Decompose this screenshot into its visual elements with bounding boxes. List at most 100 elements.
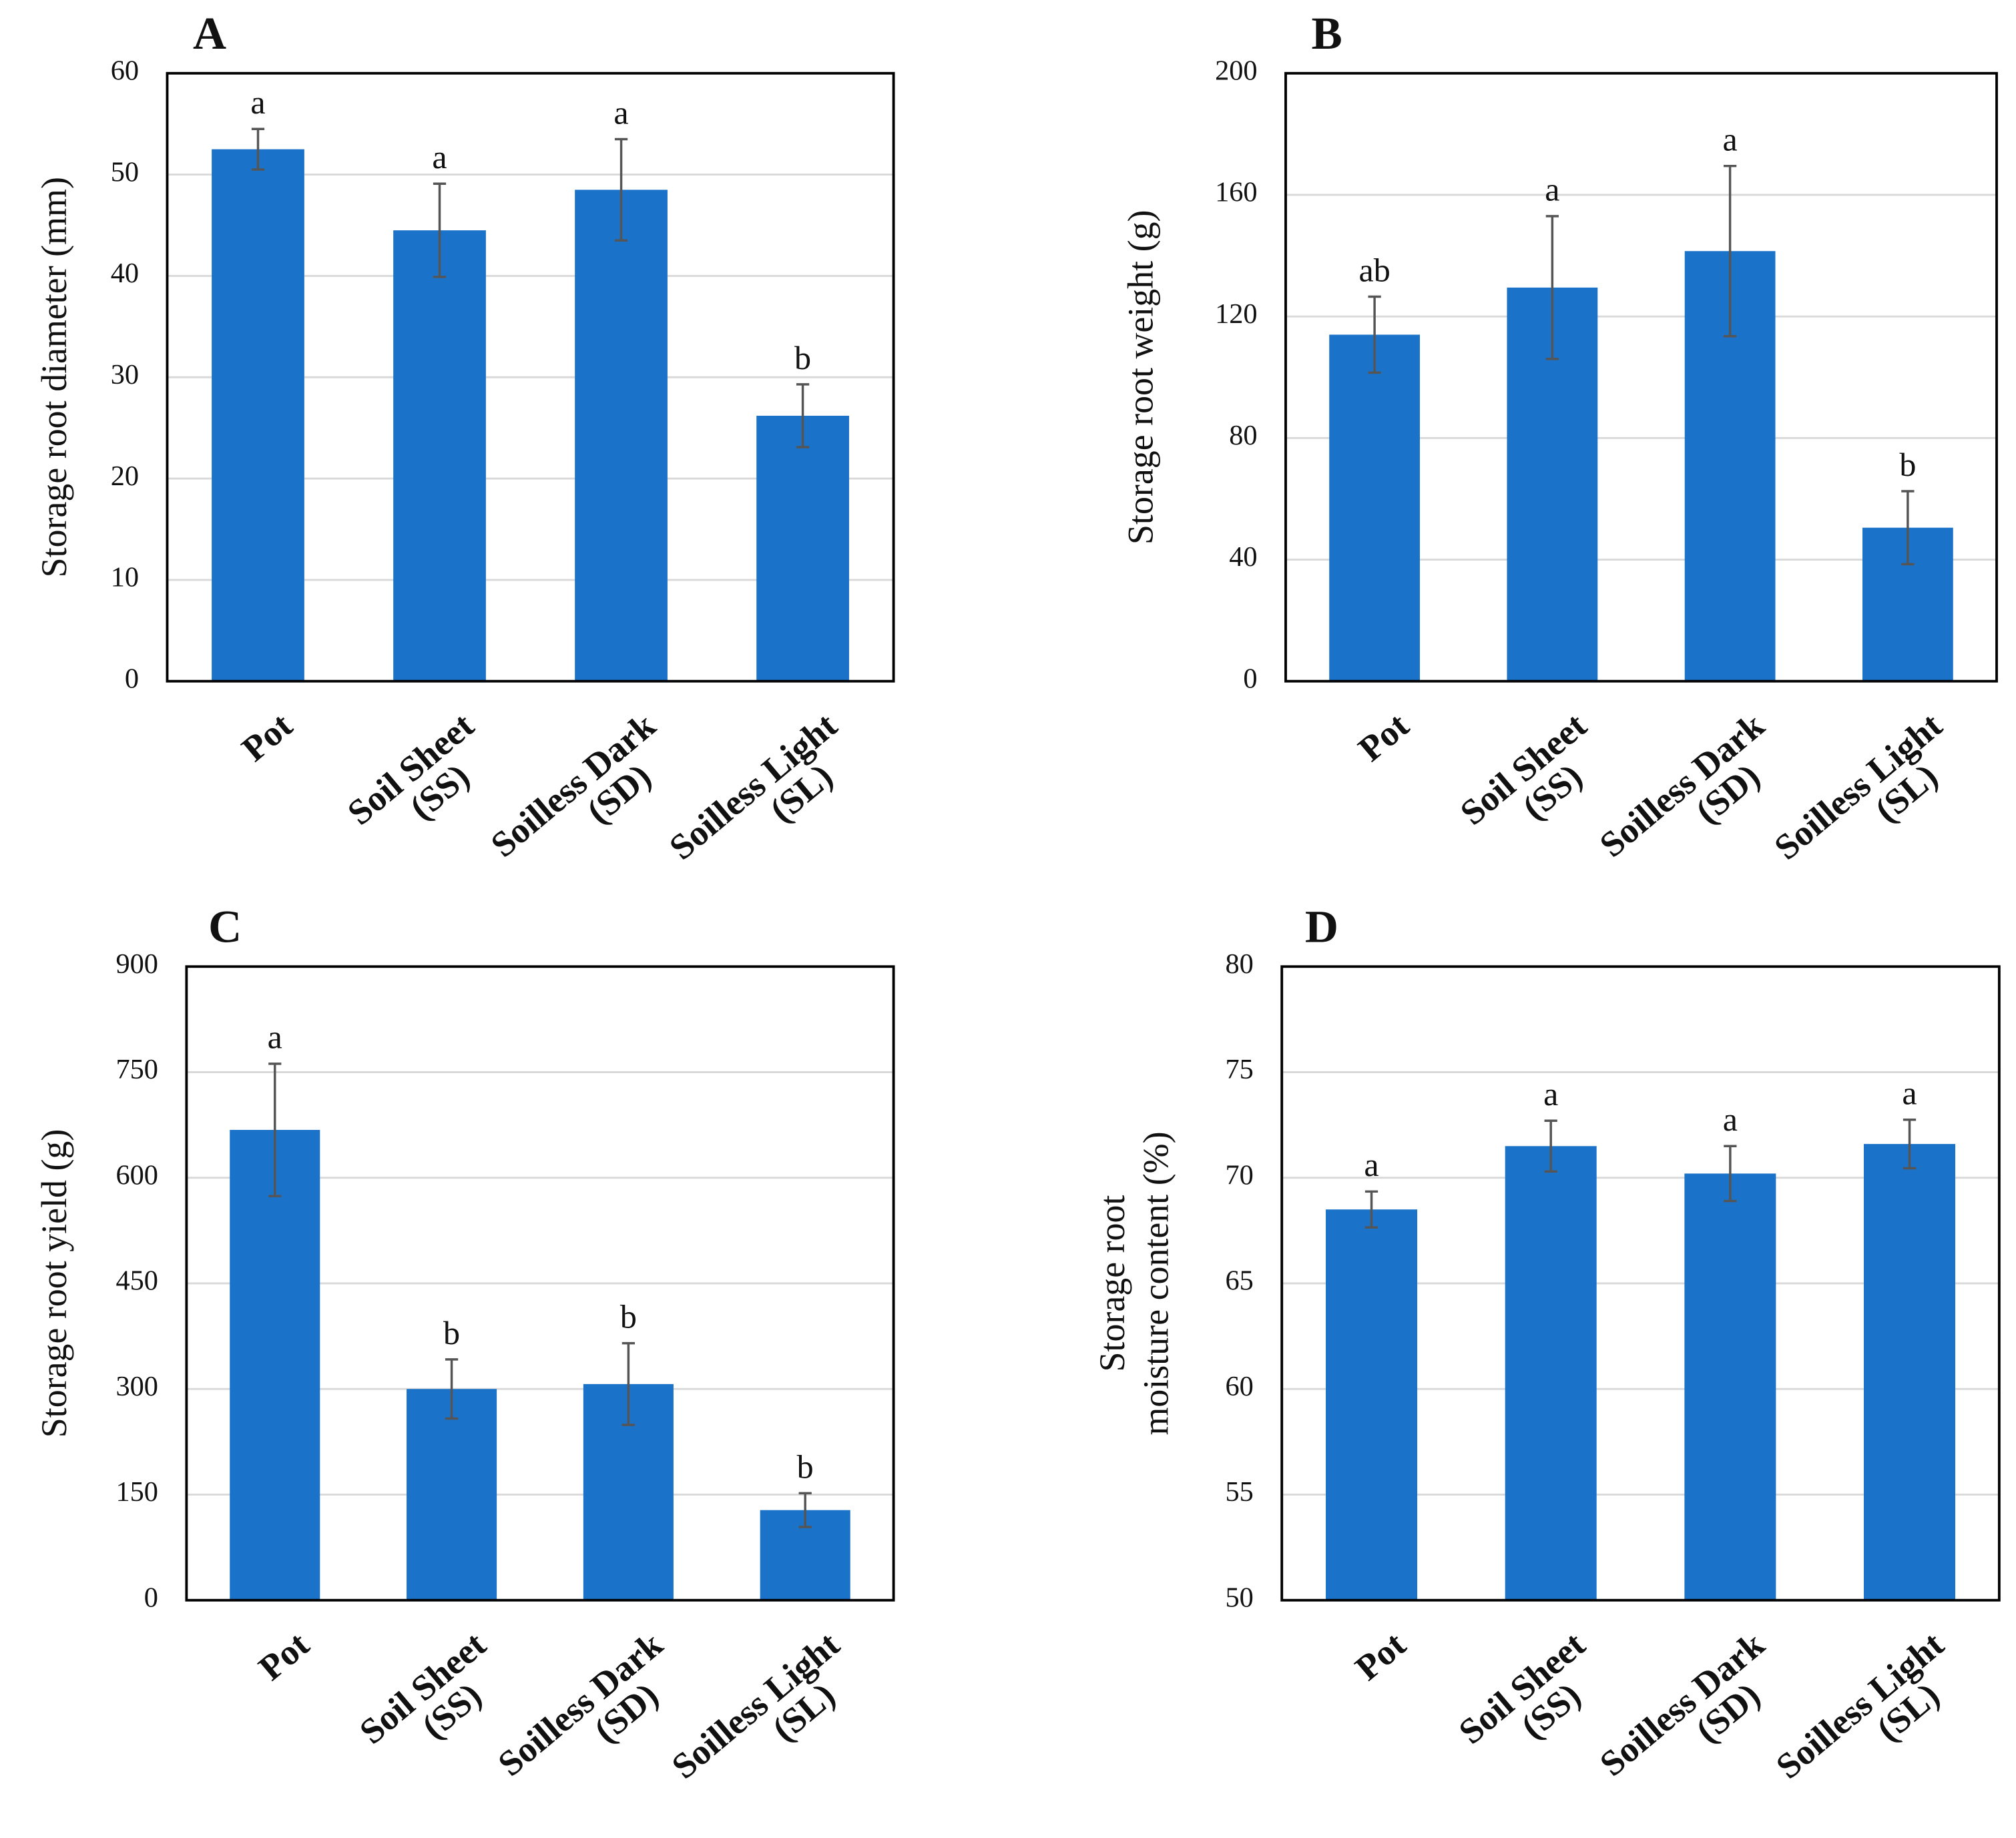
significance-letter: a: [1723, 1101, 1738, 1138]
y-tick-label: 20: [111, 461, 139, 492]
y-tick-label: 0: [144, 1582, 158, 1613]
x-tick-label: Soil Sheet(SS): [340, 705, 481, 832]
y-tick-label: 50: [111, 156, 139, 188]
error-bar: [268, 1062, 282, 1197]
error-bar: [1903, 1118, 1917, 1170]
significance-letter: b: [443, 1314, 460, 1351]
y-tick-label: 40: [111, 258, 139, 289]
significance-letter: a: [268, 1018, 282, 1056]
y-tick-label: 40: [1229, 541, 1257, 573]
significance-letter: a: [250, 83, 265, 121]
error-bar: [251, 127, 265, 171]
significance-letter: a: [613, 93, 628, 131]
y-tick-label: 900: [115, 948, 158, 980]
bar: [407, 1389, 497, 1600]
y-tick-label: 30: [111, 359, 139, 390]
error-bar: [798, 1492, 812, 1528]
bar: [230, 1130, 320, 1600]
x-tick-label: Soilless Dark(SD): [483, 705, 663, 864]
significance-letter: b: [797, 1448, 814, 1485]
significance-letter: b: [620, 1298, 637, 1335]
panel: D Storage root moisture content (%) 50 55 60 6…: [1092, 901, 2001, 1787]
x-tick-label: Soil Sheet(SS): [352, 1624, 493, 1751]
significance-letter: a: [1543, 1075, 1558, 1113]
error-bar: [433, 182, 447, 278]
y-tick-label: 70: [1225, 1159, 1253, 1191]
bar: [1864, 1144, 1956, 1600]
error-bar: [1901, 490, 1915, 566]
x-tick-label: Soil Sheet(SS): [1453, 705, 1594, 832]
y-axis-title: Storage root diameter (mm): [34, 177, 74, 577]
error-bar: [621, 1341, 636, 1426]
panel-label: D: [1305, 901, 1338, 952]
plot-frame: [185, 965, 895, 1602]
panel-label: B: [1312, 7, 1342, 59]
x-tick-label: Soilless Light(SL): [664, 1624, 847, 1786]
significance-letter: a: [1364, 1146, 1378, 1183]
x-tick-label: Soilless Light(SL): [1768, 1624, 1951, 1786]
error-bar: [1545, 215, 1559, 360]
x-tick-label: Soilless Light(SL): [662, 705, 844, 867]
y-tick-label: 65: [1225, 1265, 1253, 1297]
x-tick-label: Soilless Light(SL): [1767, 705, 1950, 867]
y-tick-label: 150: [115, 1476, 158, 1508]
error-bar: [1724, 1145, 1737, 1203]
x-tick-label: Soil Sheet(SS): [1451, 1624, 1593, 1751]
significance-letter: a: [1902, 1075, 1917, 1112]
x-tick-label: Pot: [234, 705, 300, 769]
y-tick-label: 0: [125, 663, 139, 694]
x-tick-label-line: Pot: [1350, 705, 1416, 769]
y-tick-label: 80: [1229, 420, 1257, 451]
x-tick-label: Soilless Dark(SD): [491, 1624, 670, 1783]
error-bar: [614, 137, 628, 242]
bar: [1326, 1209, 1418, 1600]
panel: C Storage root yield (g) 0 150 300 450 600 750 9…: [34, 901, 895, 1787]
y-tick-label: 60: [111, 55, 139, 86]
panel-label: C: [208, 901, 242, 952]
x-tick-label: Pot: [251, 1624, 316, 1688]
error-bar: [1368, 295, 1381, 374]
x-tick-label-line: Pot: [234, 705, 300, 769]
significance-letter: ab: [1358, 251, 1390, 288]
y-tick-label: 450: [115, 1265, 158, 1297]
y-tick-label: 55: [1225, 1476, 1253, 1508]
error-bar: [445, 1358, 459, 1420]
x-tick-label: Pot: [1350, 705, 1416, 769]
y-axis-title: Storage root weight (g): [1121, 210, 1161, 545]
y-tick-label: 160: [1215, 177, 1258, 208]
plot-frame: [1280, 965, 2001, 1602]
error-bar: [796, 383, 810, 448]
y-tick-label: 50: [1225, 1582, 1253, 1613]
significance-letter: a: [1723, 121, 1738, 158]
bar: [1329, 334, 1421, 681]
x-tick-label: Soilless Dark(SD): [1592, 1624, 1772, 1783]
bar: [575, 190, 668, 681]
y-axis-title: moisture content (%): [1136, 1131, 1176, 1435]
error-bar: [1723, 164, 1737, 338]
y-tick-label: 80: [1225, 948, 1253, 980]
x-tick-label: Pot: [1348, 1624, 1413, 1688]
y-tick-label: 0: [1243, 663, 1257, 694]
x-tick-label-line: Pot: [251, 1624, 316, 1688]
bar: [756, 415, 849, 681]
y-axis-title: Storage root yield (g): [34, 1129, 74, 1438]
y-tick-label: 10: [111, 562, 139, 593]
y-tick-label: 120: [1215, 298, 1258, 330]
bar: [1505, 1146, 1597, 1600]
plot-frame: [166, 71, 895, 683]
bar: [212, 149, 304, 681]
significance-letter: a: [1545, 171, 1559, 208]
error-bar: [1544, 1119, 1557, 1173]
y-axis-title: Storage root: [1092, 1195, 1132, 1371]
panel-label: A: [193, 7, 226, 59]
significance-letter: b: [1899, 446, 1916, 483]
x-tick-label-line: Pot: [1348, 1624, 1413, 1688]
panel: A Storage root diameter (mm) 0 10 20 30 40 50 60…: [34, 7, 895, 868]
y-tick-label: 750: [115, 1054, 158, 1085]
y-tick-label: 200: [1215, 55, 1258, 86]
y-tick-label: 75: [1225, 1054, 1253, 1085]
bar: [1684, 1173, 1776, 1600]
plot-frame: [1284, 71, 1998, 683]
